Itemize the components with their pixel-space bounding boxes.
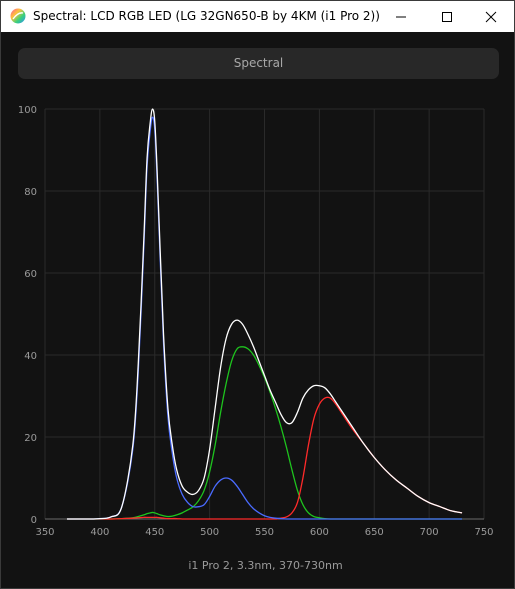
series-line-white bbox=[66, 108, 463, 520]
y-tick-label: 20 bbox=[24, 433, 37, 444]
maximize-button[interactable] bbox=[424, 1, 470, 32]
y-tick-label: 40 bbox=[24, 351, 37, 362]
spectral-app-icon bbox=[10, 8, 26, 24]
x-tick-label: 700 bbox=[420, 527, 439, 538]
y-tick-label: 100 bbox=[18, 105, 37, 116]
x-tick-label: 650 bbox=[365, 527, 384, 538]
minimize-icon bbox=[396, 16, 406, 18]
x-tick-label: 550 bbox=[255, 527, 274, 538]
y-tick-label: 80 bbox=[24, 187, 37, 198]
close-icon bbox=[485, 11, 497, 23]
spectral-chart: 350 400 450 500 550 600 650 700 750 0 20 40 60 80 100 i… bbox=[18, 105, 494, 572]
x-tick-label: 500 bbox=[200, 527, 219, 538]
title-bar[interactable]: Spectral: LCD RGB LED (LG 32GN650-B by 4… bbox=[1, 1, 514, 32]
window-title: Spectral: LCD RGB LED (LG 32GN650-B by 4… bbox=[33, 9, 380, 23]
y-tick-label: 0 bbox=[31, 515, 37, 526]
x-axis-label: i1 Pro 2, 3.3nm, 370-730nm bbox=[188, 559, 342, 572]
maximize-icon bbox=[442, 12, 452, 22]
x-tick-label: 350 bbox=[35, 527, 54, 538]
x-tick-label: 600 bbox=[310, 527, 329, 538]
x-tick-label: 450 bbox=[145, 527, 164, 538]
x-tick-label: 400 bbox=[90, 527, 109, 538]
series-line-red bbox=[66, 396, 463, 520]
x-tick-label: 750 bbox=[474, 527, 493, 538]
y-tick-label: 60 bbox=[24, 269, 37, 280]
spectral-tab-button[interactable]: Spectral bbox=[18, 48, 499, 79]
close-button[interactable] bbox=[468, 1, 514, 32]
minimize-button[interactable] bbox=[378, 1, 424, 32]
